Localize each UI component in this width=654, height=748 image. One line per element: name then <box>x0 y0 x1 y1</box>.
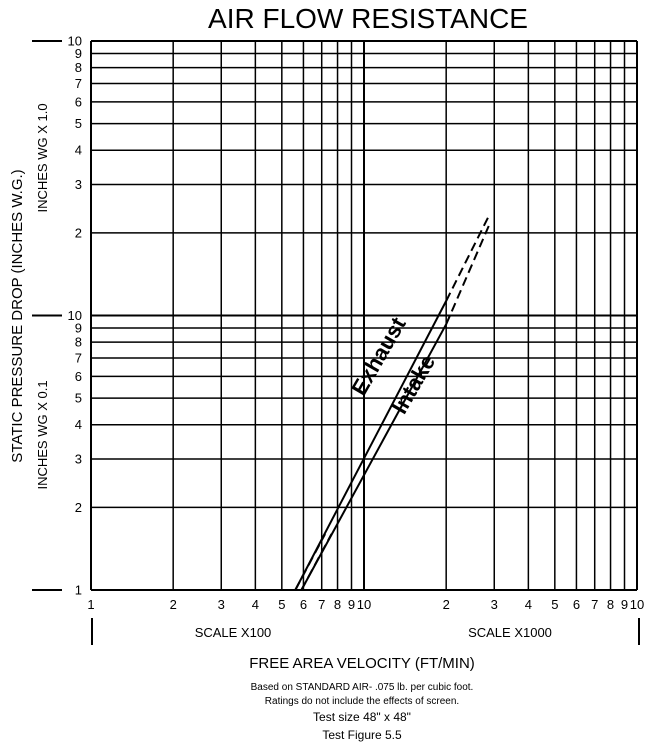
y-tick-label: 10 <box>68 308 82 323</box>
x-tick-label: 8 <box>334 597 341 612</box>
chart-title: AIR FLOW RESISTANCE <box>208 3 528 34</box>
x-tick-label: 9 <box>621 597 628 612</box>
series-line-intake-dashed <box>445 222 492 325</box>
y-tick-label: 6 <box>75 369 82 384</box>
x-tick-label: 4 <box>252 597 259 612</box>
y-tick-label: 7 <box>75 76 82 91</box>
y-tick-label: 1 <box>75 583 82 598</box>
y-tick-label: 5 <box>75 391 82 406</box>
series-label-intake: Intake <box>387 350 440 418</box>
x-tick-label: 6 <box>573 597 580 612</box>
x-tick-label: 4 <box>525 597 532 612</box>
y-tick-label: 9 <box>75 46 82 61</box>
y-tick-label: 4 <box>75 417 82 432</box>
x-tick-label: 2 <box>170 597 177 612</box>
x-tick-label: 9 <box>348 597 355 612</box>
tick-labels: 1 2 3 4 5 6 7 8 9 10 2 3 4 5 6 7 8 9 101234567891023456789… <box>68 34 645 613</box>
x-axis-label: FREE AREA VELOCITY (FT/MIN) <box>249 655 475 672</box>
note-test-size: Test size 48" x 48" <box>313 710 411 724</box>
note-standard-air: Based on STANDARD AIR- .075 lb. per cubi… <box>251 682 474 693</box>
x-tick-label: 5 <box>278 597 285 612</box>
y-scale-lower-label: INCHES WG X 0.1 <box>35 380 50 489</box>
y-axis-label: STATIC PRESSURE DROP (INCHES W.G.) <box>9 169 26 462</box>
x-tick-label: 3 <box>218 597 225 612</box>
x-tick-label: 8 <box>607 597 614 612</box>
series-line-intake-dashed <box>300 533 333 591</box>
x-tick-label: 3 <box>491 597 498 612</box>
series-line-exhaust-dashed <box>445 216 490 302</box>
y-tick-label: 2 <box>75 500 82 515</box>
x-scale-left-label: SCALE X100 <box>195 625 272 640</box>
note-screen: Ratings do not include the effects of sc… <box>265 696 459 707</box>
plot-grid <box>32 40 638 591</box>
y-tick-label: 6 <box>75 94 82 109</box>
x-tick-label: 10 <box>630 597 644 612</box>
y-tick-label: 4 <box>75 143 82 158</box>
y-tick-label: 7 <box>75 351 82 366</box>
y-tick-label: 8 <box>75 335 82 350</box>
x-tick-label: 7 <box>591 597 598 612</box>
x-tick-label: 7 <box>318 597 325 612</box>
note-test-figure: Test Figure 5.5 <box>322 728 402 742</box>
y-tick-label: 3 <box>75 177 82 192</box>
y-tick-label: 9 <box>75 321 82 336</box>
y-scale-upper-label: INCHES WG X 1.0 <box>35 103 50 212</box>
series-line-exhaust-solid <box>294 300 448 591</box>
y-tick-label: 5 <box>75 116 82 131</box>
x-tick-label: 10 <box>357 597 371 612</box>
y-tick-label: 10 <box>68 34 82 49</box>
x-tick-label: 6 <box>300 597 307 612</box>
x-scale-right-label: SCALE X1000 <box>468 625 552 640</box>
x-tick-label: 2 <box>443 597 450 612</box>
y-tick-label: 8 <box>75 60 82 75</box>
x-tick-label: 1 <box>87 597 94 612</box>
plot-series <box>294 216 492 591</box>
y-tick-label: 2 <box>75 225 82 240</box>
series-line-exhaust-dashed <box>294 533 326 591</box>
x-tick-label: 5 <box>551 597 558 612</box>
y-tick-label: 3 <box>75 452 82 467</box>
